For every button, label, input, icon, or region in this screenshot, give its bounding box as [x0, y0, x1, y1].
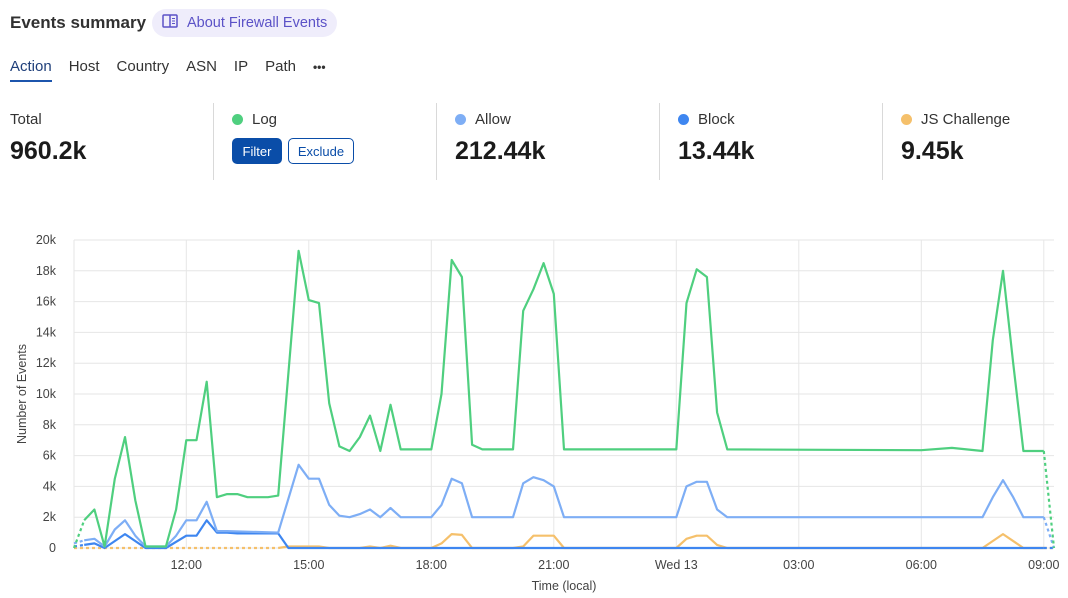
y-tick-label: 8k — [43, 418, 57, 432]
y-tick-label: 6k — [43, 449, 57, 463]
js-challenge-dot-icon — [901, 114, 912, 125]
series-lines — [72, 249, 1056, 550]
x-tick-label: 06:00 — [906, 558, 937, 572]
stat-label: JS Challenge — [921, 111, 1011, 128]
series-line-block — [84, 519, 1044, 550]
more-tabs-button[interactable]: ••• — [312, 60, 326, 74]
stat-label: Log — [252, 111, 278, 128]
allow-dot-icon — [455, 114, 466, 125]
y-axis-label: Number of Events — [15, 344, 29, 444]
series-line-js-challenge — [278, 533, 1044, 550]
y-tick-label: 14k — [36, 325, 57, 339]
divider — [436, 103, 437, 180]
y-tick-label: 0 — [49, 541, 56, 555]
y-tick-label: 4k — [43, 479, 57, 493]
grid — [73, 239, 1054, 549]
stat-label: Total — [10, 111, 42, 128]
page-title: Events summary — [10, 13, 147, 32]
y-tick-label: 2k — [43, 510, 57, 524]
series-log-leading-partial-segment — [72, 519, 86, 549]
stat-log: Log Filter Exclude — [232, 103, 354, 180]
y-tick-label: 18k — [36, 264, 57, 278]
x-tick-label: 12:00 — [171, 558, 202, 572]
divider — [659, 103, 660, 180]
y-tick-label: 20k — [36, 233, 57, 247]
series-line-allow — [84, 463, 1044, 548]
stat-block: Block 13.44k — [678, 103, 754, 180]
tab-action[interactable]: Action — [10, 58, 52, 82]
stat-value: 212.44k — [455, 137, 546, 165]
book-icon — [162, 14, 178, 32]
stat-value: 960.2k — [10, 137, 87, 165]
divider — [213, 103, 214, 180]
stat-value: 9.45k — [901, 137, 964, 165]
y-tick-label: 10k — [36, 387, 57, 401]
x-tick-label: 21:00 — [538, 558, 569, 572]
stat-js-challenge: JS Challenge 9.45k — [901, 103, 1010, 180]
stat-value: 13.44k — [678, 137, 755, 165]
tab-country[interactable]: Country — [116, 58, 170, 75]
divider — [882, 103, 883, 180]
about-label: About Firewall Events — [187, 15, 328, 31]
x-tick-label: 09:00 — [1028, 558, 1059, 572]
stat-total: Total 960.2k — [10, 103, 86, 180]
about-firewall-events-button[interactable]: About Firewall Events — [152, 9, 337, 37]
y-tick-label: 12k — [36, 356, 57, 370]
tick-labels: 0 2k 4k 6k 8k 10k 12k 14k 16k 18k 20k 12:00 15:00 18:… — [36, 233, 1060, 572]
tab-ip[interactable]: IP — [233, 58, 249, 75]
filter-button[interactable]: Filter — [232, 138, 282, 164]
series-allow-leading-partial-segment — [73, 539, 85, 545]
log-dot-icon — [232, 114, 243, 125]
tab-asn[interactable]: ASN — [186, 58, 217, 75]
tab-path[interactable]: Path — [265, 58, 296, 75]
x-tick-label: 15:00 — [293, 558, 324, 572]
series-log-trailing-partial-segment — [1042, 450, 1056, 549]
block-dot-icon — [678, 114, 689, 125]
tab-host[interactable]: Host — [68, 58, 100, 75]
x-tick-label: Wed 13 — [655, 558, 698, 572]
exclude-button[interactable]: Exclude — [288, 138, 354, 164]
x-tick-label: 03:00 — [783, 558, 814, 572]
y-tick-label: 16k — [36, 295, 57, 309]
x-tick-label: 18:00 — [416, 558, 447, 572]
dimension-tabs: Action Host Country ASN IP Path ••• — [10, 58, 343, 82]
stat-allow: Allow 212.44k — [455, 103, 545, 180]
stat-label: Block — [698, 111, 735, 128]
x-axis-label: Time (local) — [532, 579, 597, 593]
stat-label: Allow — [475, 111, 511, 128]
series-line-log — [83, 249, 1044, 548]
